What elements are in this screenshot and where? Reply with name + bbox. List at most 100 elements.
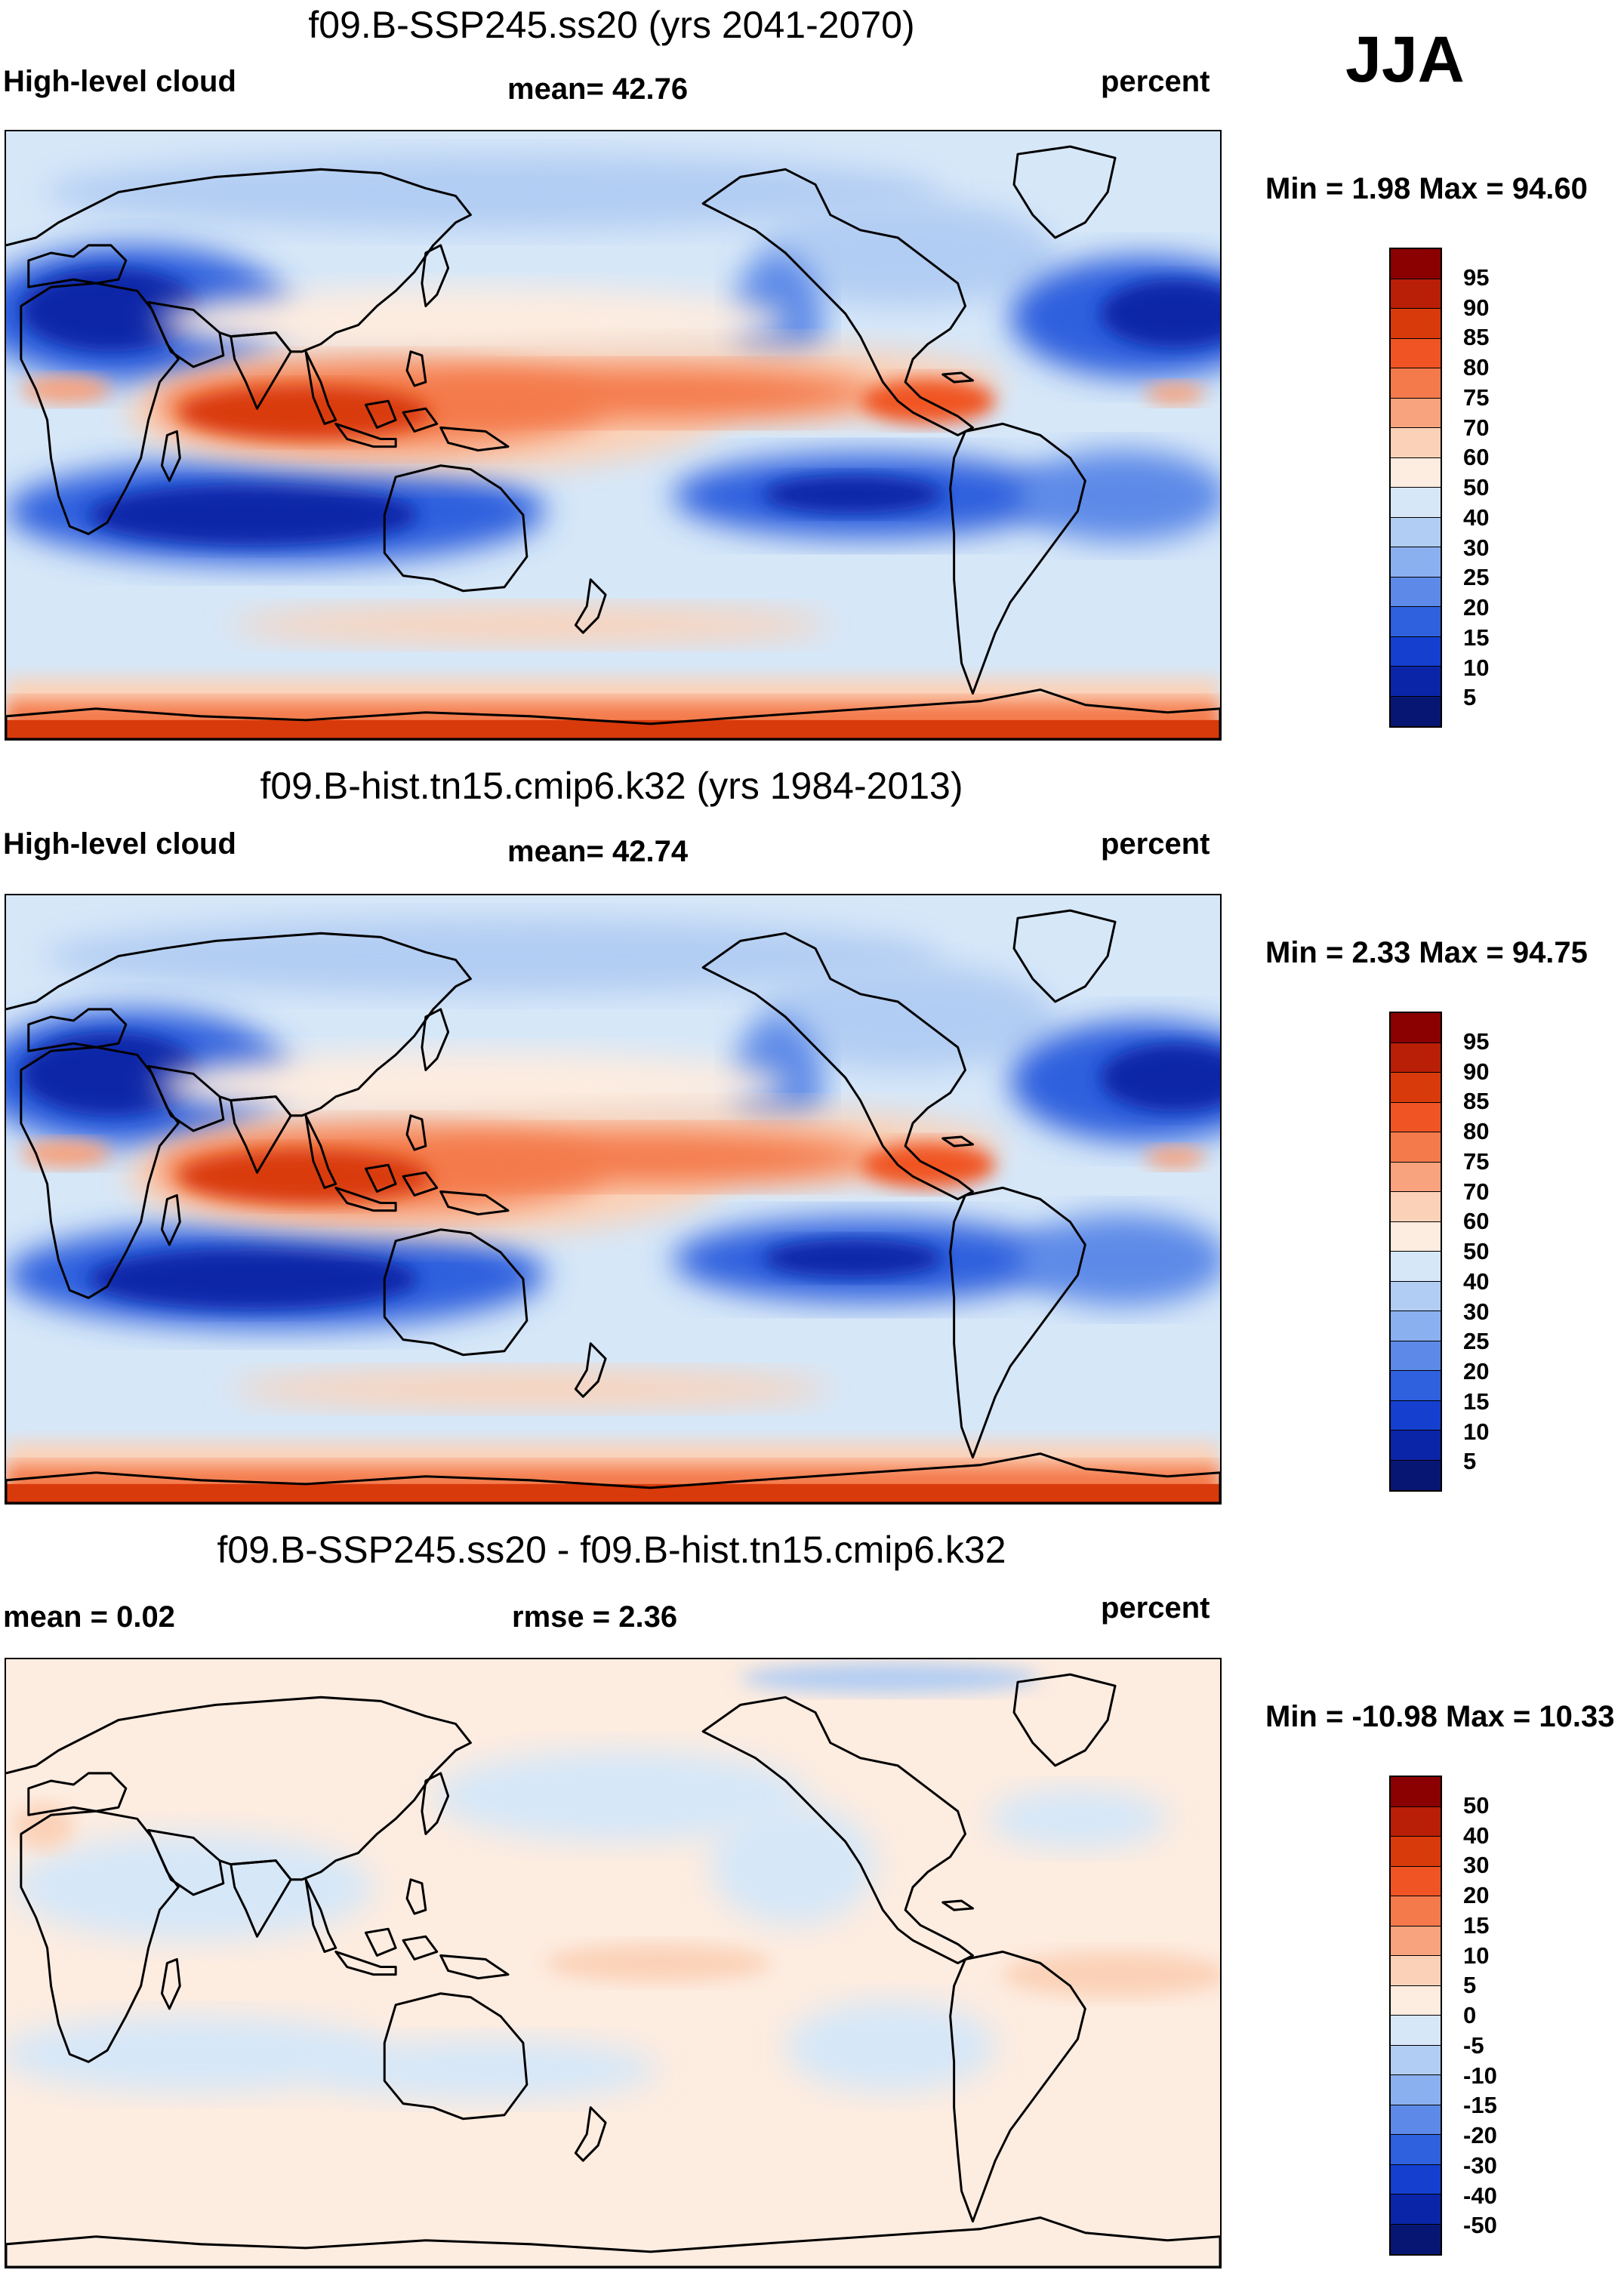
colorbar-tick-label: 75: [1463, 383, 1490, 411]
colorbar-tick-label: 30: [1463, 1298, 1490, 1325]
colorbar-tick-label: 75: [1463, 1147, 1490, 1175]
colorbar-tick-label: 50: [1463, 1238, 1490, 1264]
colorbar-swatch: [1391, 1341, 1441, 1371]
colorbar-swatch: [1391, 1043, 1441, 1073]
panel-3-title: f09.B-SSP245.ss20 - f09.B-hist.tn15.cmip…: [217, 1529, 1006, 1571]
colorbar-tick-label: 80: [1463, 354, 1490, 380]
colorbar-swatch: [1391, 488, 1441, 518]
colorbar-swatch: [1391, 2135, 1441, 2165]
panel-1-mean-label: mean= 42.76: [507, 72, 689, 106]
colorbar-tick-label: 20: [1463, 1358, 1490, 1384]
colorbar-tick-label: 25: [1463, 564, 1490, 591]
colorbar-tick-label: -20: [1463, 2122, 1497, 2148]
colorbar-swatch: [1391, 428, 1441, 458]
panel-1-colorbar: [1389, 248, 1442, 728]
colorbar-tick-label: 90: [1463, 294, 1490, 321]
colorbar-swatch: [1391, 457, 1441, 488]
colorbar-swatch: [1391, 667, 1441, 697]
colorbar-swatch: [1391, 1926, 1441, 1956]
panel-3-colorbar: [1389, 1776, 1442, 2256]
colorbar-swatch: [1391, 1431, 1441, 1461]
panel-2-variable-label: High-level cloud: [3, 827, 236, 861]
colorbar-tick-label: 10: [1463, 1418, 1490, 1445]
colorbar-swatch: [1391, 2194, 1441, 2225]
colorbar-tick-label: 40: [1463, 504, 1490, 531]
colorbar-swatch: [1391, 1866, 1441, 1896]
colorbar-tick-label: 20: [1463, 1882, 1490, 1908]
colorbar-swatch: [1391, 1777, 1441, 1807]
colorbar-tick-label: -10: [1463, 2062, 1497, 2089]
panel-2-colorbar: [1389, 1012, 1442, 1492]
colorbar-swatch: [1391, 636, 1441, 667]
panel-1-map: [5, 130, 1222, 741]
colorbar-swatch: [1391, 517, 1441, 547]
colorbar-swatch: [1391, 309, 1441, 339]
colorbar-swatch: [1391, 1896, 1441, 1927]
colorbar-tick-label: -5: [1463, 2031, 1484, 2059]
colorbar-swatch: [1391, 2075, 1441, 2105]
panel-3-minmax: Min = -10.98 Max = 10.33: [1265, 1700, 1615, 1733]
colorbar-swatch: [1391, 1162, 1441, 1192]
colorbar-swatch: [1391, 1837, 1441, 1867]
colorbar-tick-label: 10: [1463, 654, 1490, 681]
panel-1-variable-label: High-level cloud: [3, 65, 236, 98]
panel-3-units-label: percent: [1101, 1591, 1210, 1625]
colorbar-tick-label: 50: [1463, 1791, 1490, 1819]
colorbar-tick-label: 95: [1463, 1027, 1490, 1055]
colorbar-tick-label: 10: [1463, 1942, 1490, 1969]
colorbar-swatch: [1391, 279, 1441, 309]
panel-1-title: f09.B-SSP245.ss20 (yrs 2041-2070): [308, 4, 915, 46]
colorbar-tick-label: 70: [1463, 414, 1490, 441]
colorbar-swatch: [1391, 547, 1441, 577]
colorbar-tick-label: 85: [1463, 324, 1490, 351]
colorbar-tick-label: -50: [1463, 2212, 1497, 2239]
colorbar-tick-label: 80: [1463, 1118, 1490, 1144]
colorbar-tick-label: 50: [1463, 474, 1490, 500]
colorbar-swatch: [1391, 2016, 1441, 2046]
colorbar-tick-label: 5: [1463, 1972, 1477, 1999]
colorbar-tick-label: 30: [1463, 534, 1490, 561]
colorbar-tick-label: 95: [1463, 263, 1490, 291]
colorbar-tick-label: 25: [1463, 1328, 1490, 1355]
panel-2-map: [5, 894, 1222, 1505]
colorbar-swatch: [1391, 607, 1441, 637]
colorbar-swatch: [1391, 1985, 1441, 2016]
colorbar-tick-label: 20: [1463, 594, 1490, 621]
colorbar-tick-label: 5: [1463, 1448, 1477, 1475]
panel-2-units-label: percent: [1101, 827, 1210, 861]
panel-2-mean-label: mean= 42.74: [507, 835, 689, 868]
colorbar-swatch: [1391, 1400, 1441, 1431]
colorbar-tick-label: -40: [1463, 2182, 1497, 2209]
colorbar-tick-label: 70: [1463, 1178, 1490, 1205]
colorbar-swatch: [1391, 2105, 1441, 2135]
panel-2-minmax: Min = 2.33 Max = 94.75: [1265, 936, 1588, 969]
colorbar-swatch: [1391, 1806, 1441, 1837]
panel-3-rmse-label: rmse = 2.36: [512, 1600, 678, 1634]
colorbar-swatch: [1391, 1073, 1441, 1103]
colorbar-swatch: [1391, 1102, 1441, 1132]
colorbar-swatch: [1391, 338, 1441, 368]
colorbar-tick-label: 90: [1463, 1058, 1490, 1085]
panel-2-title: f09.B-hist.tn15.cmip6.k32 (yrs 1984-2013…: [260, 765, 963, 807]
colorbar-swatch: [1391, 368, 1441, 399]
panel-1-units-label: percent: [1101, 65, 1210, 98]
colorbar-swatch: [1391, 1013, 1441, 1043]
colorbar-tick-label: -30: [1463, 2151, 1497, 2179]
colorbar-swatch: [1391, 398, 1441, 428]
season-label: JJA: [1345, 23, 1465, 96]
colorbar-swatch: [1391, 1371, 1441, 1401]
colorbar-swatch: [1391, 696, 1441, 726]
colorbar-tick-label: 85: [1463, 1088, 1490, 1115]
colorbar-tick-label: 40: [1463, 1822, 1490, 1849]
panel-3-map: [5, 1658, 1222, 2268]
colorbar-tick-label: 60: [1463, 444, 1490, 471]
colorbar-tick-label: 15: [1463, 624, 1490, 651]
colorbar-tick-label: 15: [1463, 1911, 1490, 1939]
colorbar-swatch: [1391, 1221, 1441, 1252]
colorbar-swatch: [1391, 1132, 1441, 1163]
colorbar-tick-label: 60: [1463, 1208, 1490, 1235]
panel-3-mean-label: mean = 0.02: [3, 1600, 175, 1634]
colorbar-swatch: [1391, 577, 1441, 607]
colorbar-tick-label: 40: [1463, 1267, 1490, 1295]
colorbar-swatch: [1391, 1281, 1441, 1311]
